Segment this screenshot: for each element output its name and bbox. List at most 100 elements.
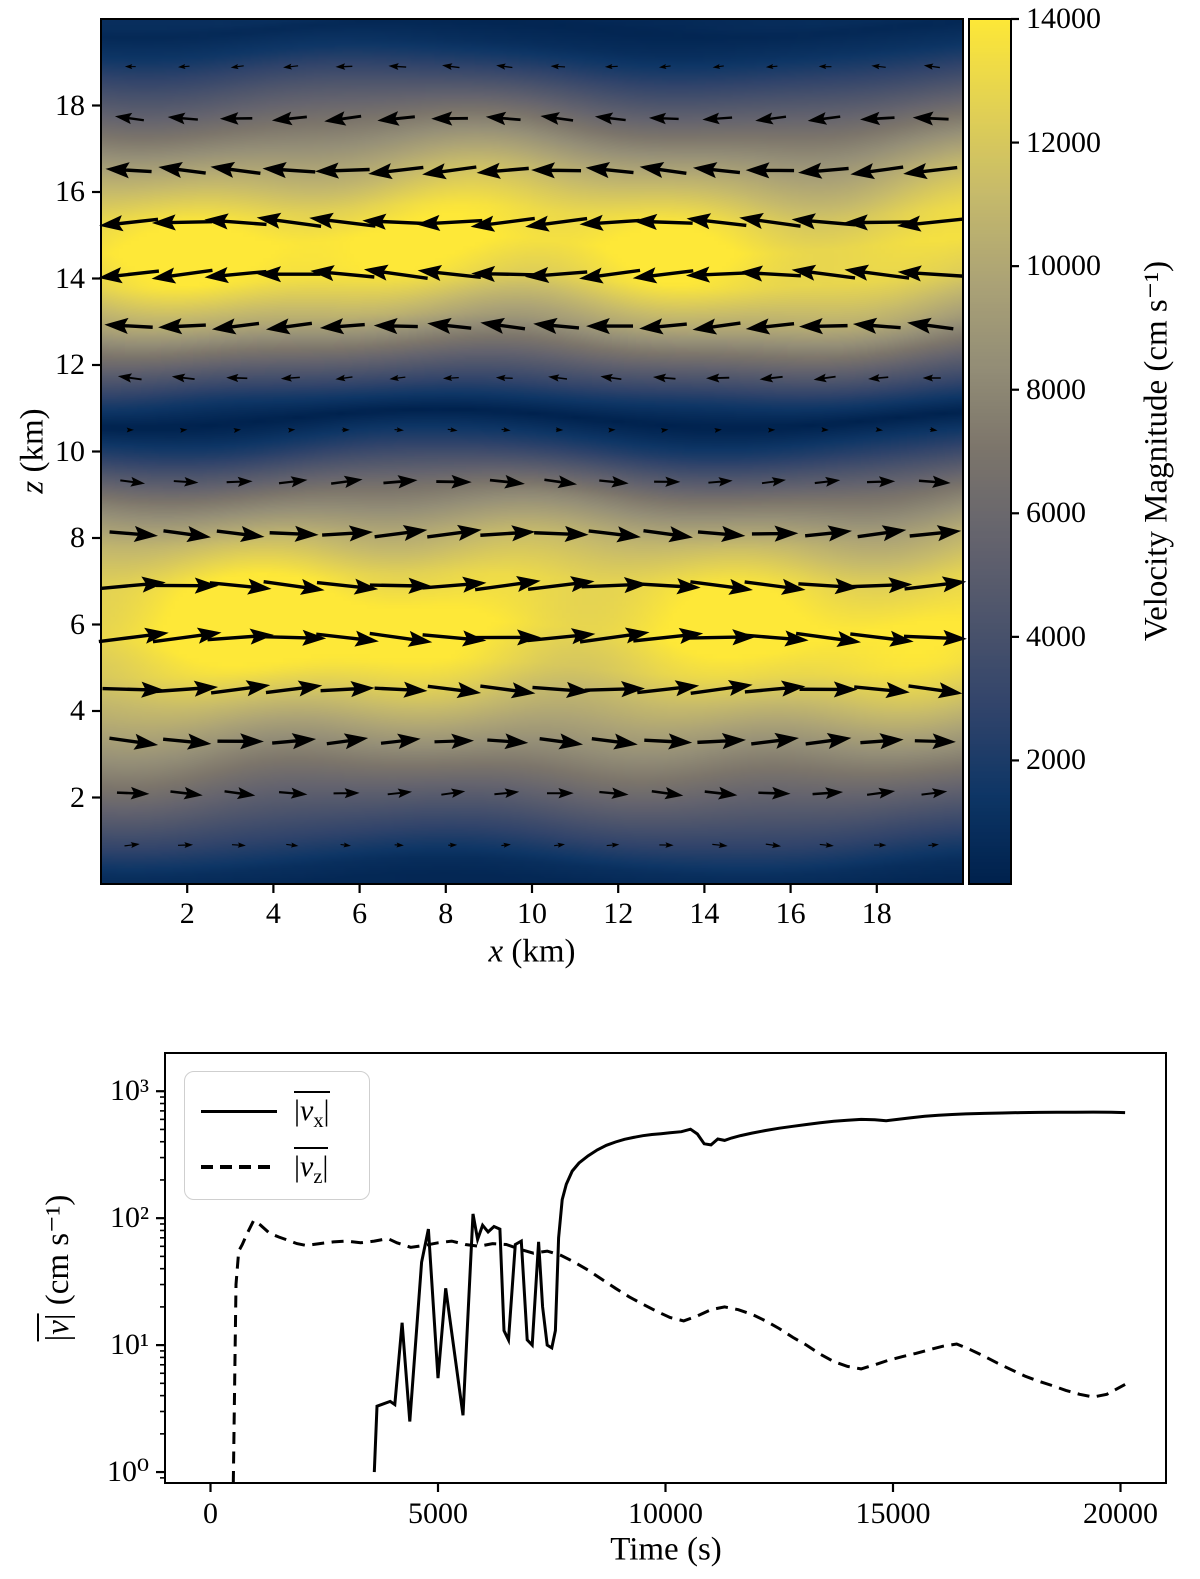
quiver-arrow (643, 526, 693, 543)
quiver-arrow (923, 63, 940, 70)
quiver-arrow (219, 112, 253, 125)
quiver-arrow (871, 63, 886, 70)
quiver-arrow (335, 63, 353, 70)
colorbar-tick-label: 12000 (1026, 125, 1101, 159)
quiver-arrow (739, 212, 801, 229)
quiver-arrow (280, 374, 300, 382)
quiver-arrow (759, 373, 783, 383)
quiver-arrow (158, 318, 206, 335)
quiver-arrow (394, 842, 404, 848)
quiver-arrow (548, 374, 568, 382)
quiver-arrow (807, 112, 841, 125)
quiver-arrow (265, 680, 323, 697)
quiver-arrow (335, 374, 353, 382)
quiver-arrow (431, 111, 468, 126)
quiver-arrow (480, 682, 536, 699)
quiver-arrow (758, 786, 791, 800)
colorbar-tick-label: 4000 (1026, 619, 1086, 653)
quiver-arrow (487, 733, 529, 750)
quiver-arrow (217, 733, 264, 750)
quiver-arrow (705, 373, 730, 383)
quiver-arrow (690, 578, 753, 595)
quiver-arrow (330, 475, 363, 488)
quiver-arrow (639, 162, 687, 179)
quiver-arrow (648, 112, 679, 125)
quiver-arrow (394, 427, 404, 433)
top-x-tick-label: 10 (517, 897, 547, 930)
bottom-y-tick-label: 10⁰ (106, 1455, 149, 1489)
quiver-arrow (805, 733, 852, 750)
quiver-arrow (369, 577, 433, 594)
quiver-arrow (907, 317, 954, 334)
quiver-arrow (387, 788, 413, 798)
quiver-arrow (584, 681, 645, 698)
v-unit: (cm s⁻¹) (40, 1194, 76, 1314)
quiver-arrow (912, 111, 949, 126)
quiver-arrow (697, 525, 746, 542)
quiver-arrow (494, 788, 520, 799)
top-yaxis-label: z (km) (15, 408, 51, 493)
quiver-arrow (226, 476, 253, 487)
vx-bar-right: | (323, 1093, 330, 1127)
vz-subscript: z (313, 1165, 323, 1188)
quiver-arrow (692, 162, 741, 179)
quiver-arrow (489, 474, 525, 489)
quiver-arrow (417, 264, 482, 282)
quiver-arrow (178, 64, 190, 70)
quiver-arrow (124, 842, 140, 849)
quiver-arrow (120, 476, 146, 487)
top-y-tick-label: 14 (55, 261, 85, 295)
quiver-arrow (109, 733, 159, 750)
quiver-arrow (480, 525, 536, 542)
quiver-arrow (765, 64, 778, 70)
bottom-x-tick-label: 10000 (628, 1497, 703, 1530)
quiver-arrow (179, 427, 188, 433)
quiver-arrow (340, 842, 351, 848)
quiver-arrow (427, 682, 482, 699)
quiver-arrow (322, 525, 374, 542)
abs-bar-right: | (40, 1313, 76, 1321)
quiver-arrow (163, 526, 211, 543)
quiver-arrow (745, 318, 795, 335)
quiver-arrow (527, 576, 595, 593)
quiver-arrow (441, 788, 466, 798)
quiver-arrow (320, 680, 375, 698)
quiver-arrow (271, 111, 307, 126)
quiver-arrow (738, 265, 801, 282)
quiver-arrow (804, 525, 852, 542)
quiver-arrow (209, 578, 272, 595)
quiver-arrow (854, 681, 910, 699)
quiver-arrow (660, 427, 669, 433)
bottom-y-tick-label: 10³ (110, 1074, 149, 1108)
quiver-arrow (501, 842, 511, 848)
quiver-arrow (608, 427, 616, 433)
top-x-tick-label: 12 (603, 897, 634, 930)
quiver-arrow (416, 214, 483, 232)
quiver-arrow (98, 267, 160, 284)
quiver-arrow (579, 627, 650, 644)
quiver-arrow (442, 374, 459, 382)
quiver-arrow (745, 162, 795, 179)
quiver-arrow (442, 63, 460, 70)
quiver-arrow (918, 475, 951, 488)
quiver-arrow (283, 63, 299, 70)
quiver-arrow (265, 318, 313, 335)
quiver-arrow (897, 215, 964, 232)
quiver-arrow (599, 476, 629, 488)
quiver-arrow (814, 476, 841, 487)
quiver-arrow (851, 577, 913, 594)
top-y-tick-label: 18 (55, 88, 85, 122)
legend-solid-line-sample (201, 1109, 277, 1113)
quiver-arrow (434, 733, 475, 749)
quiver-arrow (812, 787, 844, 800)
quiver-arrow (162, 733, 212, 750)
quiver-arrow (422, 576, 487, 593)
quiver-arrow (368, 163, 424, 180)
quiver-arrow (126, 427, 134, 433)
quiver-arrow (224, 787, 256, 800)
quiver-arrow (585, 162, 634, 179)
quiver-arrow (690, 679, 753, 696)
quiver-arrow (422, 163, 477, 180)
quiver-arrow (436, 474, 472, 489)
quiver-arrow (388, 63, 407, 71)
